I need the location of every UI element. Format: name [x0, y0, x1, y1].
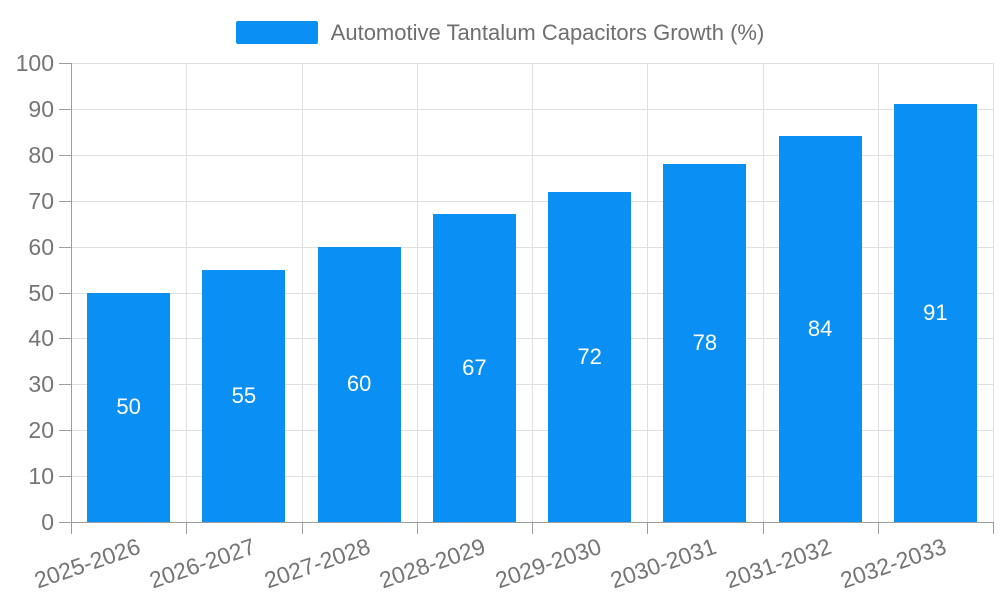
y-tick: [59, 338, 71, 340]
bar[interactable]: [432, 214, 516, 522]
bar[interactable]: [87, 292, 171, 522]
x-gridline: [532, 63, 533, 522]
x-gridline: [647, 63, 649, 522]
y-tick-label: 10: [28, 463, 54, 490]
y-tick: [59, 63, 71, 64]
x-gridline: [993, 63, 994, 522]
y-tick-label: 90: [28, 95, 54, 122]
x-tick-label: 2029-2030: [491, 533, 605, 594]
y-tick-label: 40: [28, 325, 54, 352]
bar-value-label: 50: [116, 394, 141, 420]
bar[interactable]: [893, 104, 977, 522]
x-tick: [647, 522, 649, 534]
bar-value-label: 78: [692, 329, 718, 355]
y-tick: [59, 154, 71, 156]
x-tick-label: 2026-2027: [145, 533, 259, 594]
y-tick-label: 30: [28, 371, 54, 398]
bar-value-label: 72: [577, 343, 602, 369]
bar[interactable]: [202, 269, 286, 522]
y-tick: [59, 200, 71, 202]
x-tick-label: 2030-2031: [606, 533, 720, 594]
x-tick: [416, 522, 418, 534]
x-gridline: [416, 63, 418, 522]
y-tick-label: 60: [28, 233, 54, 260]
y-tick: [59, 476, 71, 478]
x-gridline: [762, 63, 764, 522]
y-tick: [59, 384, 71, 386]
y-tick-label: 0: [41, 509, 54, 535]
bar-value-label: 84: [807, 316, 833, 342]
x-tick: [301, 522, 303, 534]
bar[interactable]: [778, 136, 862, 522]
bar[interactable]: [663, 163, 747, 522]
x-tick-label: 2025-2026: [30, 533, 144, 594]
x-tick: [532, 522, 533, 534]
x-tick-label: 2031-2032: [722, 533, 835, 594]
x-tick: [186, 522, 188, 534]
bar[interactable]: [317, 246, 401, 522]
y-tick: [59, 430, 71, 432]
y-axis-line: [71, 63, 72, 522]
x-tick: [877, 522, 879, 534]
x-tick-label: 2027-2028: [261, 533, 374, 594]
y-tick: [59, 522, 71, 523]
bar-value-label: 60: [346, 371, 372, 397]
x-tick: [762, 522, 764, 534]
y-tick: [59, 246, 71, 248]
y-tick-label: 80: [28, 141, 54, 168]
y-tick-label: 100: [15, 50, 54, 76]
y-tick: [59, 292, 71, 294]
legend-label: Automotive Tantalum Capacitors Growth (%…: [330, 19, 765, 45]
y-tick-label: 50: [28, 279, 54, 306]
x-gridline: [877, 63, 879, 522]
legend-swatch-icon: [235, 20, 318, 44]
y-tick: [59, 108, 71, 110]
x-tick-label: 2032-2033: [837, 533, 950, 594]
y-tick-label: 70: [28, 187, 54, 214]
x-axis-line: [71, 522, 993, 523]
bar[interactable]: [548, 191, 632, 522]
x-gridline: [301, 63, 303, 522]
x-tick: [993, 522, 994, 534]
bar-value-label: 67: [462, 355, 487, 381]
y-tick-label: 20: [28, 417, 54, 444]
x-gridline: [186, 63, 188, 522]
bar-value-label: 55: [231, 382, 257, 408]
x-tick-label: 2028-2029: [376, 533, 489, 594]
legend[interactable]: Automotive Tantalum Capacitors Growth (%…: [0, 17, 1000, 47]
bar-value-label: 91: [923, 300, 948, 326]
x-tick: [71, 522, 72, 534]
